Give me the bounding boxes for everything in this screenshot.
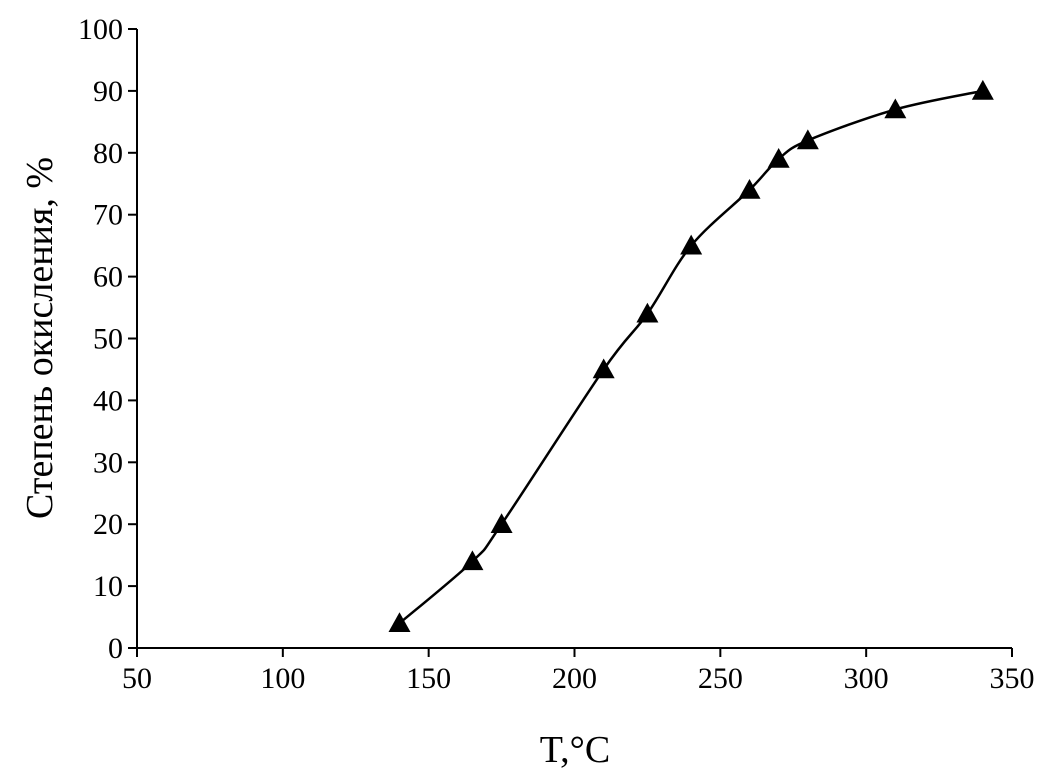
x-tick-label: 50 [122,662,152,695]
data-point-marker [461,550,484,571]
x-tick-label: 150 [406,662,451,695]
data-point-marker [636,302,659,323]
y-tick-label: 100 [78,13,123,46]
y-tick-label: 40 [93,384,123,417]
y-tick-label: 90 [93,75,123,108]
x-axis-title: T,°C [540,729,610,771]
series-layer [388,79,994,633]
y-tick-label: 20 [93,508,123,541]
data-point-marker [680,234,703,255]
y-tick-label: 10 [93,570,123,603]
data-point-marker [738,178,761,199]
y-tick-label: 0 [108,632,123,665]
data-point-marker [592,358,615,379]
y-axis-ticks: 0 10 20 30 40 50 60 70 80 90 100 [78,13,137,665]
data-point-marker [490,513,513,533]
x-tick-label: 350 [990,662,1035,695]
data-point-marker [767,147,790,168]
x-tick-label: 250 [698,662,743,695]
y-tick-label: 50 [93,323,123,356]
y-tick-label: 30 [93,446,123,479]
x-tick-label: 300 [844,662,889,695]
x-tick-label: 100 [260,662,305,695]
data-point-marker [796,129,819,150]
y-tick-label: 60 [93,261,123,294]
x-tick-label: 200 [552,662,597,695]
x-axis-ticks: 50 100 150 200 250 300 350 [122,648,1035,695]
data-point-marker [884,98,907,119]
data-point-marker [388,612,411,633]
series-line [398,89,984,625]
y-tick-label: 80 [93,137,123,170]
data-point-marker [971,79,994,100]
plot-area [136,29,1012,649]
y-tick-label: 70 [93,199,123,232]
y-axis-title: Степень окисления, % [19,157,61,519]
